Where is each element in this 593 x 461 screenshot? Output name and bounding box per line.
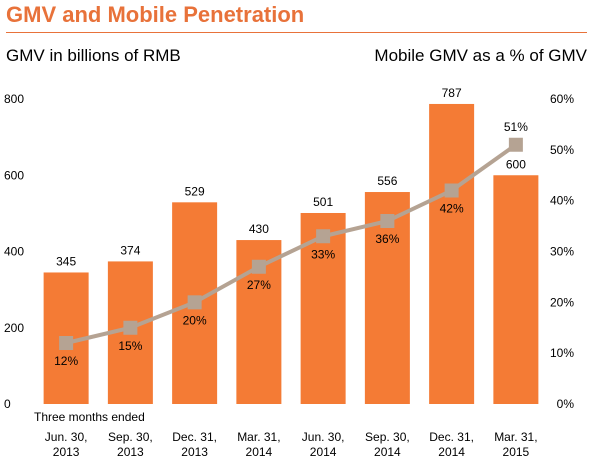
mobile-penetration-marker xyxy=(187,295,202,310)
category-label-line2: 2013 xyxy=(181,445,208,459)
x-axis-note: Three months ended xyxy=(34,410,145,424)
category-label-line1: Dec. 31, xyxy=(429,430,474,444)
category-label-line1: Sep. 30, xyxy=(108,430,153,444)
mobile-penetration-marker xyxy=(508,137,523,152)
mobile-penetration-marker xyxy=(251,259,266,274)
category-label-line1: Mar. 31, xyxy=(237,430,280,444)
mobile-penetration-value-label: 42% xyxy=(440,202,464,216)
right-tick-label: 40% xyxy=(550,194,574,208)
category-label-line2: 2014 xyxy=(246,445,273,459)
gmv-bar-value-label: 556 xyxy=(377,174,397,188)
category-label-line2: 2014 xyxy=(310,445,337,459)
right-tick-label: 10% xyxy=(550,346,574,360)
mobile-penetration-value-label: 36% xyxy=(375,232,399,246)
mobile-penetration-line xyxy=(65,143,518,345)
gmv-bar xyxy=(493,175,539,404)
category-label-line2: 2013 xyxy=(53,445,80,459)
category-label-line2: 2015 xyxy=(503,445,530,459)
category-label-line1: Jun. 30, xyxy=(302,430,345,444)
category-label-line2: 2014 xyxy=(374,445,401,459)
mobile-penetration-marker xyxy=(123,320,138,335)
gmv-bar-value-label: 529 xyxy=(185,184,205,198)
mobile-penetration-marker xyxy=(444,183,459,198)
category-label-line1: Dec. 31, xyxy=(172,430,217,444)
left-tick-label: 800 xyxy=(4,92,24,106)
mobile-penetration-marker xyxy=(59,336,74,350)
gmv-bar-value-label: 345 xyxy=(56,254,76,268)
left-tick-label: 600 xyxy=(4,168,24,182)
chart-title: GMV and Mobile Penetration xyxy=(6,2,305,27)
gmv-bar-value-label: 430 xyxy=(249,222,269,236)
right-tick-label: 0% xyxy=(557,397,575,411)
mobile-penetration-value-label: 12% xyxy=(54,354,78,368)
right-tick-label: 60% xyxy=(550,92,574,106)
mobile-penetration-value-label: 33% xyxy=(311,247,335,261)
left-tick-label: 0 xyxy=(4,397,11,411)
right-axis-title: Mobile GMV as a % of GMV xyxy=(374,46,587,65)
left-axis-title: GMV in billions of RMB xyxy=(6,46,181,65)
mobile-penetration-value-label: 15% xyxy=(118,339,142,353)
mobile-penetration-value-label: 51% xyxy=(504,120,528,134)
category-label-line1: Jun. 30, xyxy=(45,430,88,444)
category-label-line2: 2013 xyxy=(117,445,144,459)
category-label-line1: Sep. 30, xyxy=(365,430,410,444)
left-tick-label: 400 xyxy=(4,245,24,259)
right-tick-label: 20% xyxy=(550,295,574,309)
gmv-bar-value-label: 501 xyxy=(313,195,333,209)
mobile-penetration-value-label: 27% xyxy=(247,278,271,292)
right-tick-label: 30% xyxy=(550,245,574,259)
left-tick-label: 200 xyxy=(4,321,24,335)
gmv-bar xyxy=(429,103,475,405)
mobile-penetration-marker xyxy=(316,229,331,244)
category-label-line2: 2014 xyxy=(438,445,465,459)
mobile-penetration-marker xyxy=(380,214,395,228)
category-label-line1: Mar. 31, xyxy=(494,430,537,444)
right-tick-label: 50% xyxy=(550,143,574,157)
mobile-penetration-value-label: 20% xyxy=(183,313,207,327)
gmv-bar-value-label: 374 xyxy=(120,243,140,257)
title-rule xyxy=(6,32,587,33)
gmv-bar-value-label: 600 xyxy=(506,157,526,171)
gmv-bar-value-label: 787 xyxy=(442,86,462,100)
